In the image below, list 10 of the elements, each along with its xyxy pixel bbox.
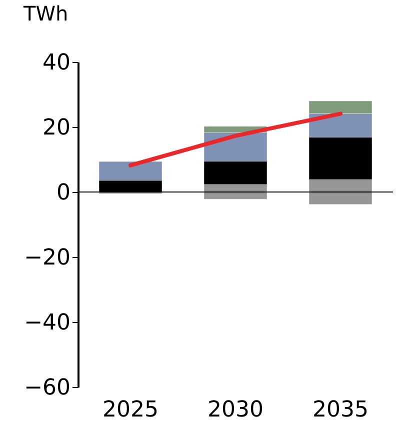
x-tick-label: 2030	[208, 398, 264, 422]
x-tick-label: 2025	[102, 398, 158, 422]
y-tick-label: −40	[24, 310, 70, 336]
y-tick-label: 40	[42, 50, 70, 76]
y-tick-label: 0	[56, 180, 70, 206]
y-axis-title: TWh	[22, 2, 68, 26]
y-tick-label: −60	[24, 376, 70, 400]
x-tick-label: 2035	[312, 398, 368, 422]
y-tick-label: 20	[42, 116, 70, 140]
y-tick-label: −20	[24, 246, 70, 270]
